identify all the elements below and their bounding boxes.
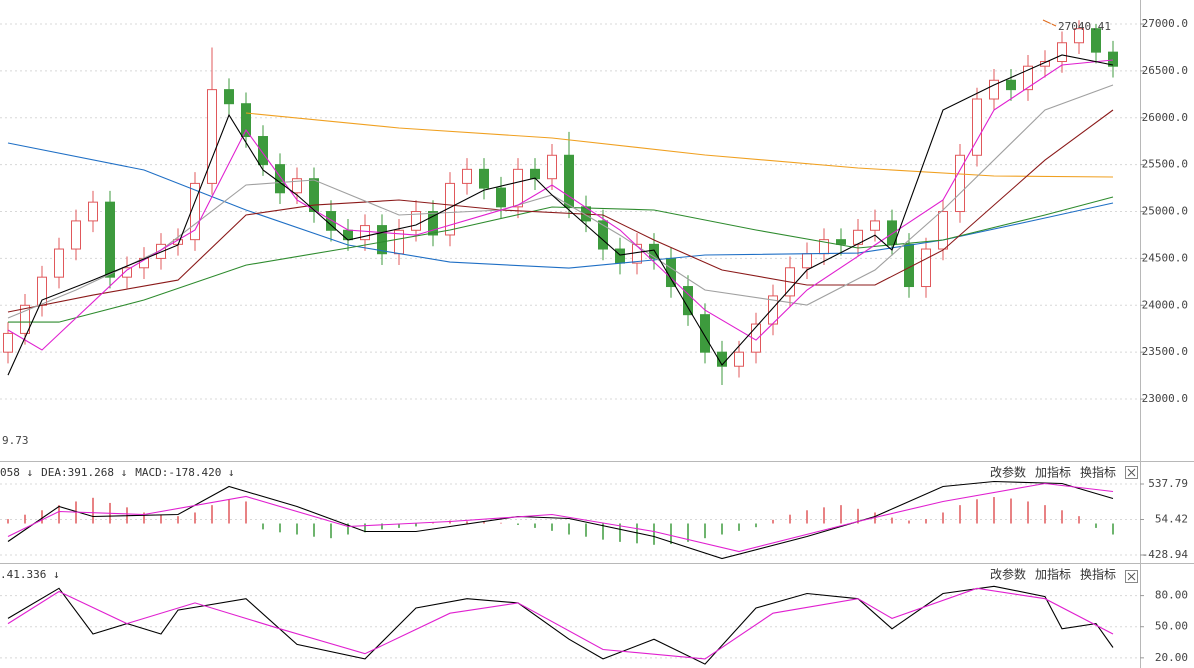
indicator-line <box>245 112 1114 178</box>
candle-body <box>1006 79 1016 91</box>
candle-body <box>360 225 370 241</box>
y-tick-label: 25000.0 <box>1142 205 1188 218</box>
candle-body <box>462 168 472 184</box>
y-tick-label: 537.79 <box>1148 477 1188 490</box>
y-tick-label: 26000.0 <box>1142 111 1188 124</box>
y-tick-label: 26500.0 <box>1142 64 1188 77</box>
candle-body <box>258 136 268 166</box>
candle-body <box>836 239 846 245</box>
menu-button[interactable]: 改参数 <box>990 567 1026 582</box>
menu-button[interactable]: 换指标 <box>1080 465 1116 480</box>
candle-body <box>411 211 421 231</box>
candle-body <box>377 225 387 255</box>
indicator-line <box>7 109 1114 313</box>
candle-body <box>802 253 812 269</box>
candle-body <box>955 154 965 213</box>
y-tick-label: -428.94 <box>1142 548 1189 561</box>
candle-body <box>88 201 98 222</box>
candle-body <box>343 229 353 241</box>
candle-body <box>530 168 540 180</box>
candle-body <box>428 211 438 236</box>
candle-body <box>275 164 285 194</box>
y-tick-label: 25500.0 <box>1142 158 1188 171</box>
candle-body <box>105 201 115 278</box>
menu-button[interactable]: 加指标 <box>1035 465 1071 480</box>
legend-entry: DEA:391.268 ↓ <box>41 466 127 479</box>
y-tick-label: 80.00 <box>1155 589 1188 602</box>
menu-button[interactable]: 加指标 <box>1035 567 1071 582</box>
indicator-line <box>7 54 1114 376</box>
y-tick-label: 50.00 <box>1155 620 1188 633</box>
candle-body <box>479 168 489 189</box>
candle-body <box>71 220 81 250</box>
menu-button[interactable]: 换指标 <box>1080 567 1116 582</box>
candle-body <box>241 103 251 138</box>
y-tick-label: 23500.0 <box>1142 345 1188 358</box>
candle-body <box>632 243 642 264</box>
indicator-line <box>7 59 1114 351</box>
candle-body <box>734 351 744 367</box>
candle-body <box>1040 61 1050 67</box>
candle-body <box>989 79 999 100</box>
candle-body <box>445 182 455 236</box>
y-tick-label: 24000.0 <box>1142 298 1188 311</box>
candle-body <box>156 243 166 259</box>
candle-body <box>921 248 931 288</box>
candle-body <box>122 267 132 278</box>
candle-body <box>751 323 761 353</box>
candle-body <box>564 154 574 208</box>
candle-body <box>54 248 64 278</box>
candle-body <box>513 168 523 208</box>
annotation-arrow <box>1042 19 1057 27</box>
y-tick-label: 23000.0 <box>1142 392 1188 405</box>
legend-entry: 058 ↓ <box>0 466 33 479</box>
legend-entry: .41.336 ↓ <box>0 568 60 581</box>
candle-body <box>1108 51 1118 67</box>
candle-body <box>496 187 506 208</box>
candle-body <box>309 178 319 213</box>
candle-body <box>1057 42 1067 63</box>
legend-entry: MACD:-178.420 ↓ <box>135 466 234 479</box>
y-tick-label: 24500.0 <box>1142 251 1188 264</box>
candle-body <box>224 89 234 105</box>
candle-body <box>3 332 13 353</box>
indicator-line <box>7 585 1114 665</box>
candle-body <box>598 220 608 250</box>
candle-body <box>207 89 217 184</box>
indicator-line <box>7 482 1114 553</box>
candle-body <box>870 220 880 231</box>
candle-body <box>972 98 982 156</box>
indicator-line <box>8 196 1114 323</box>
candle-body <box>615 248 625 264</box>
indicator-line <box>7 587 1114 660</box>
candle-body <box>292 178 302 194</box>
close-button[interactable] <box>1125 466 1138 479</box>
y-tick-label: 27000.0 <box>1142 17 1188 30</box>
y-tick-label: 20.00 <box>1155 651 1188 664</box>
candle-body <box>700 314 710 353</box>
candle-body <box>938 211 948 250</box>
candle-body <box>20 304 30 334</box>
candle-body <box>649 243 659 259</box>
menu-button[interactable]: 改参数 <box>990 465 1026 480</box>
candle-body <box>547 154 557 180</box>
indicator-line <box>7 480 1114 560</box>
close-button[interactable] <box>1125 570 1138 583</box>
annotation: 27040.41 <box>1058 20 1111 33</box>
annotation: 9.73 <box>2 434 29 447</box>
candle-body <box>1023 65 1033 91</box>
candle-body <box>1074 28 1084 44</box>
candle-body <box>190 182 200 241</box>
candle-body <box>1091 28 1101 53</box>
y-tick-label: 54.42 <box>1155 513 1188 526</box>
